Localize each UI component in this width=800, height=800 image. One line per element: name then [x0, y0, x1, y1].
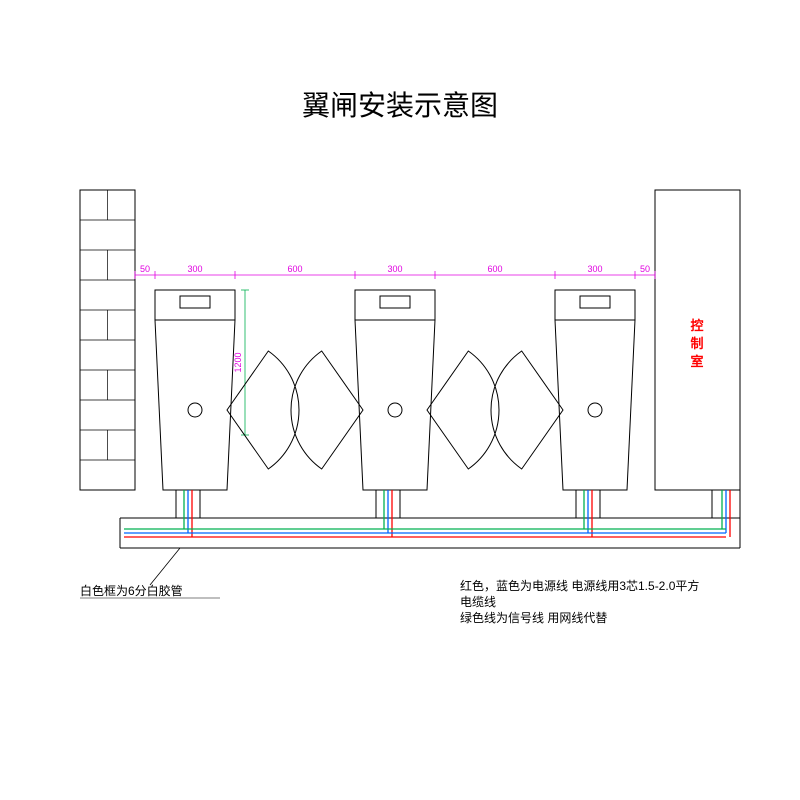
dim-label: 600 — [287, 264, 302, 274]
dim-label: 50 — [140, 264, 150, 274]
flap — [427, 351, 499, 469]
turnstile-0 — [155, 290, 235, 490]
note-wiring-2: 绿色线为信号线 用网线代替 — [460, 610, 607, 625]
height-label: 1200 — [233, 352, 243, 372]
note-conduit: 白色框为6分白胶管 — [80, 583, 183, 598]
flap — [491, 351, 563, 469]
diagram-title: 翼闸安装示意图 — [302, 90, 498, 121]
dim-label: 300 — [587, 264, 602, 274]
control-room-label: 室 — [690, 354, 703, 369]
dim-label: 50 — [640, 264, 650, 274]
conduit — [120, 490, 740, 548]
note-wiring-1: 电缆线 — [460, 595, 496, 609]
install-diagram: 翼闸安装示意图控制室 50 300 600 300 600 300 50 1200 白色框为6分白… — [0, 0, 800, 800]
wires — [124, 490, 730, 537]
wall — [80, 190, 135, 490]
turnstile-2 — [555, 290, 635, 490]
note-wiring-0: 红色，蓝色为电源线 电源线用3芯1.5-2.0平方 — [460, 578, 699, 593]
control-room-label: 控 — [690, 318, 703, 333]
dim-label: 300 — [187, 264, 202, 274]
dim-label: 600 — [487, 264, 502, 274]
dim-label: 300 — [387, 264, 402, 274]
control-room-label: 制 — [690, 336, 703, 351]
flap — [291, 351, 363, 469]
leader-line — [150, 548, 180, 585]
turnstile-1 — [355, 290, 435, 490]
